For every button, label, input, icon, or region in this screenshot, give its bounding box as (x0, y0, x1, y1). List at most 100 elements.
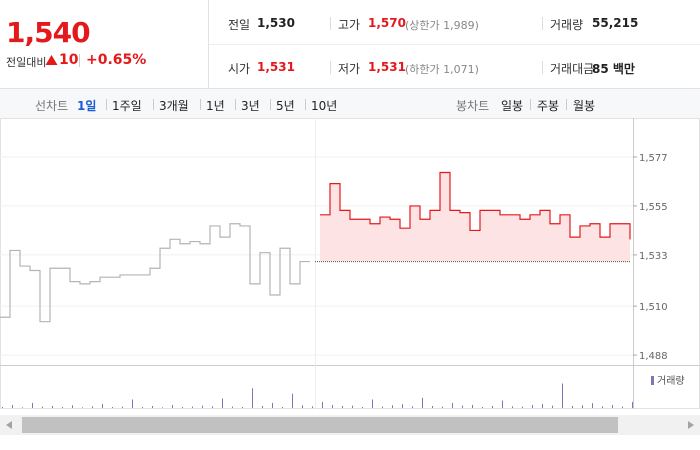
volume-bar (632, 401, 633, 408)
tab-divider (235, 99, 236, 110)
scroll-right[interactable] (686, 420, 696, 430)
volume-bar (442, 406, 443, 408)
volume-bar (432, 405, 433, 408)
period-tab[interactable]: 3개월 (159, 99, 189, 113)
volume-bar (572, 405, 573, 408)
tab-group-label: 봉차트 (456, 99, 490, 113)
volume-bar (12, 404, 13, 408)
volume-bar (132, 399, 133, 408)
stat-label: 거래대금 (550, 62, 595, 76)
volume-bar (302, 405, 303, 408)
volume-bar (62, 406, 63, 408)
volume-bar (2, 406, 3, 408)
volume-bar (332, 404, 333, 408)
volume-bar (102, 403, 103, 408)
volume-bar (532, 404, 533, 408)
up-arrow (45, 55, 58, 65)
y-tick-label: 1,488 (639, 351, 668, 362)
volume-bar (562, 383, 563, 408)
volume-bar (342, 405, 343, 408)
price-line (320, 171, 631, 240)
candle-tab[interactable]: 주봉 (537, 99, 560, 113)
volume-bar (602, 406, 603, 408)
stat-note: (하한가 1,071) (405, 63, 479, 76)
period-tab[interactable]: 1년 (206, 99, 225, 113)
tab-divider (200, 99, 201, 110)
price: 1,540 (6, 16, 91, 49)
volume-bar (232, 406, 233, 408)
price-line (0, 223, 310, 323)
volume-bar (482, 406, 483, 408)
period-tab[interactable]: 3년 (241, 99, 260, 113)
stat-note: (상한가 1,989) (405, 19, 479, 32)
scroll-left[interactable] (4, 420, 14, 430)
volume-bar (592, 403, 593, 408)
legend-swatch (651, 376, 654, 385)
volume-bar (382, 406, 383, 408)
period-tab[interactable]: 1일 (77, 99, 97, 113)
volume-bar (242, 406, 243, 408)
chart: 1,577 1,555 1,533 1,510 1,488 거래량 (0, 118, 700, 409)
volume-bar (32, 402, 33, 408)
stat-value: 85 백만 (592, 62, 635, 76)
quote-panel: 1,540 전일대비 10 +0.65% 전일 1,530 고가 1,570 (상한가 … (0, 0, 700, 89)
volume-bar (282, 406, 283, 408)
volume-bar (142, 406, 143, 408)
period-tab[interactable]: 1주일 (112, 99, 142, 113)
cell-divider (330, 17, 331, 30)
stat-value: 1,531 (368, 60, 406, 74)
tab-divider (106, 99, 107, 110)
scrollbar[interactable] (0, 415, 700, 435)
volume-bar (22, 407, 23, 408)
volume-bar (512, 406, 513, 408)
period-tab[interactable]: 10년 (311, 99, 338, 113)
tab-divider (270, 99, 271, 110)
volume-bar (192, 406, 193, 408)
cell-divider (542, 17, 543, 30)
stat-label: 거래량 (550, 18, 584, 32)
volume-bar (462, 405, 463, 408)
volume-bar (362, 406, 363, 408)
volume-bar (182, 406, 183, 408)
price-box: 1,540 전일대비 10 +0.65% (0, 0, 209, 88)
tab-divider (530, 99, 531, 110)
volume-bar (202, 405, 203, 408)
volume-bar (402, 404, 403, 408)
volume-bar (112, 406, 113, 408)
volume-bar (82, 407, 83, 408)
legend-label: 거래량 (657, 375, 685, 387)
volume-bar (452, 402, 453, 408)
volume-bar (42, 406, 43, 408)
volume-bar (612, 404, 613, 408)
divider (79, 54, 80, 67)
tab-group-label: 선차트 (35, 99, 69, 113)
stat-value: 55,215 (592, 16, 639, 30)
volume-bar (152, 405, 153, 408)
tab-divider (305, 99, 306, 110)
period-tab[interactable]: 5년 (276, 99, 295, 113)
volume-bar (72, 405, 73, 408)
cell-divider (542, 61, 543, 74)
volume-bar (222, 398, 223, 408)
volume-bar (372, 399, 373, 408)
change: 10 (59, 52, 79, 68)
volume-bar (172, 404, 173, 408)
volume-bar (322, 401, 323, 408)
volume-bar (52, 405, 53, 408)
stat-label: 고가 (338, 18, 361, 32)
volume-bar (412, 406, 413, 408)
candle-tab[interactable]: 월봉 (573, 99, 596, 113)
tab-bar: 선차트 1일 1주일 3개월 1년 3년 5년 10년 봉차트 일봉 주봉 월봉 (0, 89, 700, 119)
area (320, 172, 630, 262)
y-tick-label: 1,510 (639, 302, 668, 313)
tab-divider (566, 99, 567, 110)
change-label: 전일대비 (6, 56, 47, 69)
volume-bar (522, 406, 523, 408)
y-tick-label: 1,533 (639, 251, 668, 262)
scroll-thumb[interactable] (22, 417, 618, 433)
candle-tab[interactable]: 일봉 (501, 99, 524, 113)
stat-value: 1,570 (368, 16, 406, 30)
volume-bar (162, 407, 163, 408)
volume-bar (472, 404, 473, 408)
